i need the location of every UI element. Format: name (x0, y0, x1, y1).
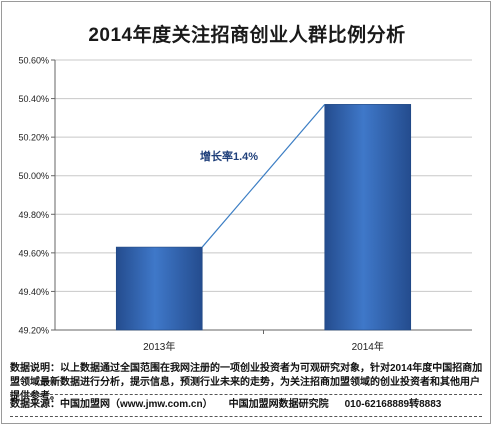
y-tick-label: 50.60% (18, 56, 49, 66)
x-tick-label: 2013年 (143, 340, 175, 353)
x-tick-label: 2014年 (352, 340, 384, 353)
divider (10, 416, 482, 417)
source-text: 数据来源：中国加盟网（www.jmw.com.cn） (10, 399, 213, 410)
growth-trend-line (201, 103, 326, 248)
y-tick-label: 50.20% (18, 133, 49, 143)
institute-text: 中国加盟网数据研究院 (228, 399, 329, 410)
chart-title: 2014年度关注招商创业人群比例分析 (88, 25, 406, 46)
y-tick-label: 49.20% (18, 326, 49, 336)
phone-text: 010-62168889转8883 (344, 399, 442, 410)
data-source: 数据来源：中国加盟网（www.jmw.com.cn） 中国加盟网数据研究院 010-… (10, 398, 486, 412)
growth-rate-annotation: 增长率1.4% (200, 149, 258, 163)
bar (115, 246, 203, 331)
y-tick-label: 49.80% (18, 210, 49, 220)
bar (324, 104, 412, 331)
y-tick-label: 49.60% (18, 248, 49, 258)
y-tick-label: 50.00% (18, 171, 49, 181)
divider (10, 394, 482, 395)
y-tick-label: 49.40% (18, 287, 49, 297)
data-note: 数据说明：以上数据通过全国范围在我网注册的一项创业投资者为可观研究对象，针对20… (10, 363, 483, 402)
y-tick-label: 50.40% (18, 94, 49, 104)
